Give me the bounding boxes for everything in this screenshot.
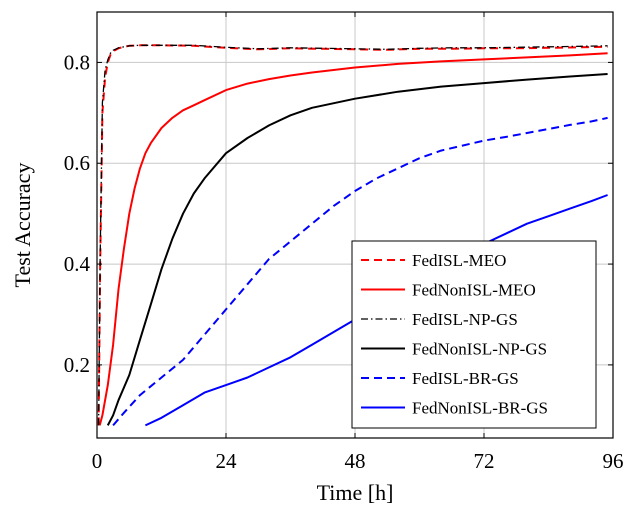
- series-line-fedisl-br-gs: [112, 116, 608, 427]
- legend-entry-label: FedNonISL-NP-GS: [412, 340, 547, 359]
- legend-entry-label: FedISL-BR-GS: [412, 369, 519, 388]
- y-tick-label: 0.4: [64, 252, 91, 276]
- legend-entry-label: FedISL-MEO: [412, 251, 506, 270]
- x-tick-label: 24: [216, 449, 238, 473]
- series-line-fednonisl-np-gs: [106, 73, 608, 426]
- series-line-fedisl-np-gs: [97, 44, 608, 426]
- legend-box: [351, 240, 597, 429]
- series-lines: [97, 44, 608, 427]
- y-axis-label: Test Accuracy: [10, 163, 35, 288]
- y-tick-label: 0.8: [64, 50, 90, 74]
- x-tick-label: 0: [92, 449, 103, 473]
- y-tick-label: 0.2: [64, 353, 90, 377]
- legend-entry-label: FedNonISL-MEO: [412, 281, 536, 300]
- series-line-fednonisl-meo: [98, 52, 608, 426]
- legend-entry-label: FedNonISL-BR-GS: [412, 399, 548, 418]
- x-tick-label: 96: [603, 449, 624, 473]
- legend: FedISL-MEO FedNonISL-MEO FedISL-NP-GS FedNo…: [351, 240, 597, 429]
- x-tick-label: 72: [474, 449, 495, 473]
- x-tick-label: 48: [345, 449, 366, 473]
- legend-entry-label: FedISL-NP-GS: [412, 310, 518, 329]
- axis-ticks: 0 24 48 72 96 0.2 0.4 0.6 0.8: [64, 12, 624, 473]
- y-tick-label: 0.6: [64, 151, 90, 175]
- x-axis-label: Time [h]: [317, 480, 394, 505]
